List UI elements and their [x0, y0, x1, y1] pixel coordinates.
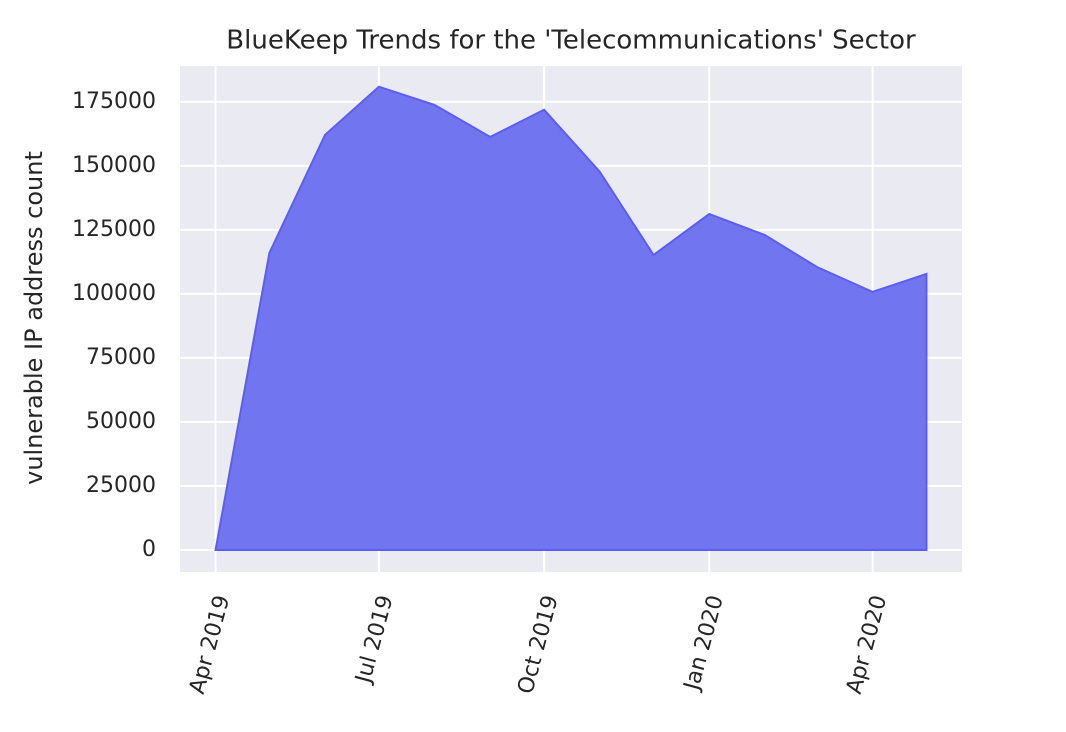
x-tick-label: Jul 2019: [351, 593, 399, 688]
y-tick-label: 75000: [86, 345, 156, 370]
x-tick-label: Apr 2019: [185, 593, 235, 697]
y-tick-label: 150000: [72, 153, 156, 178]
chart-title: BlueKeep Trends for the 'Telecommunicati…: [226, 26, 916, 56]
x-tick-label: Apr 2020: [842, 593, 892, 697]
x-tick-label: Jan 2020: [679, 593, 729, 695]
y-tick-label: 25000: [86, 473, 156, 498]
area: [214, 85, 928, 551]
y-tick-label: 50000: [86, 409, 156, 434]
y-tick-label: 0: [142, 537, 156, 562]
y-axis-label: vulnerable IP address count: [20, 151, 48, 485]
y-tick-label: 100000: [72, 281, 156, 306]
y-tick-label: 125000: [72, 217, 156, 242]
x-tick-label: Oct 2019: [513, 593, 563, 697]
y-tick-label: 175000: [72, 89, 156, 114]
